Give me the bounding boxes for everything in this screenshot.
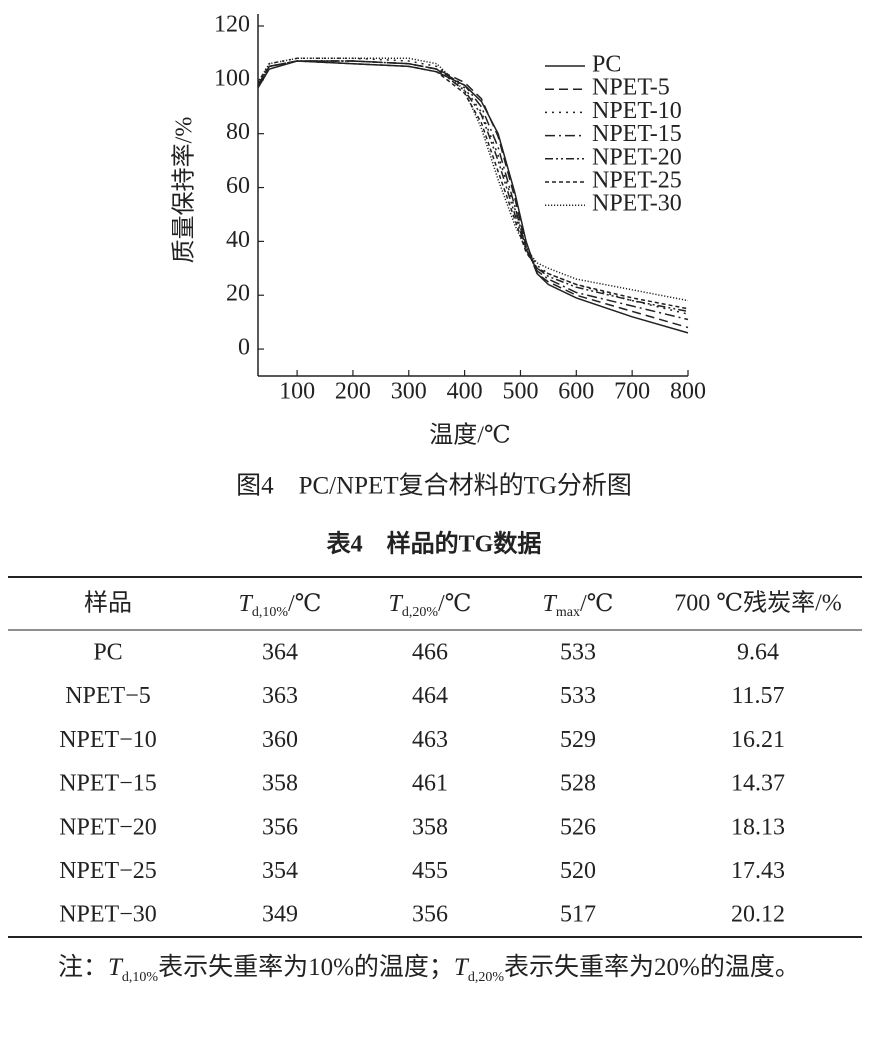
header-subscript: max — [556, 605, 580, 620]
x-tick-label: 500 — [502, 379, 538, 405]
x-tick-label: 100 — [279, 379, 315, 405]
table-cell: 9.64 — [737, 640, 779, 666]
data-line — [257, 60, 689, 313]
x-axis-label: 温度/℃ — [429, 422, 511, 449]
y-axis-label: 质量保持率/% — [171, 117, 198, 264]
header-unit: /℃ — [580, 591, 614, 617]
table-header: 700 ℃残炭率/% — [674, 590, 842, 617]
y-tick-label: 100 — [214, 65, 250, 91]
table-cell: 20.12 — [731, 902, 785, 928]
table-cell: 11.57 — [731, 683, 784, 709]
table-cell: NPET−5 — [65, 683, 151, 709]
table-cell: 466 — [412, 640, 448, 666]
table-cell: 461 — [412, 771, 448, 797]
note-symbol: T — [108, 954, 122, 981]
table-cell: NPET−10 — [59, 727, 157, 753]
document: 温度/℃ 质量保持率/% 图4 PC/NPET复合材料的TG分析图 表4 样品的… — [8, 12, 862, 938]
x-tick-label: 600 — [558, 379, 594, 405]
table-cell: 358 — [262, 771, 298, 797]
y-tick-label: 120 — [214, 12, 250, 38]
x-tick-label: 700 — [614, 379, 650, 405]
table-header: 样品 — [84, 590, 132, 617]
table-cell: 360 — [262, 727, 298, 753]
data-line — [257, 60, 689, 310]
note-text: 表示失重率为10%的温度； — [158, 954, 454, 981]
table-cell: 520 — [560, 858, 596, 884]
header-subscript: d,20% — [402, 605, 439, 620]
table-cell: 356 — [412, 902, 448, 928]
y-tick-label: 20 — [226, 281, 250, 307]
legend-label: NPET-20 — [592, 144, 682, 170]
note-subscript: d,10% — [121, 970, 159, 985]
x-tick-label: 800 — [670, 379, 706, 405]
table-cell: 528 — [560, 771, 596, 797]
x-tick-label: 200 — [335, 379, 371, 405]
table-cell: 17.43 — [731, 858, 785, 884]
table-header: Td,20%/℃ — [388, 591, 471, 621]
data-line — [257, 60, 689, 329]
legend-label: NPET-10 — [592, 98, 682, 124]
table-header: Td,10%/℃ — [238, 591, 321, 621]
data-line — [257, 57, 689, 302]
table-cell: 16.21 — [731, 727, 785, 753]
legend-label: NPET-30 — [592, 191, 682, 217]
table-cell: 533 — [560, 683, 596, 709]
table-note: 注：Td,10%表示失重率为10%的温度；Td,20%表示失重率为20%的温度。 — [8, 942, 863, 1004]
table-cell: 517 — [560, 902, 596, 928]
header-symbol: T — [388, 591, 403, 617]
table-cell: NPET−30 — [59, 902, 157, 928]
table-header: Tmax/℃ — [543, 591, 614, 621]
table-cell: 363 — [262, 683, 298, 709]
table-cell: PC — [93, 640, 122, 666]
y-tick-label: 0 — [238, 335, 250, 361]
table-cell: 364 — [262, 640, 298, 666]
table-cell: 529 — [560, 727, 596, 753]
note-text: 表示失重率为20%的温度。 — [504, 954, 800, 981]
header-unit: /℃ — [438, 591, 472, 617]
table-cell: NPET−20 — [59, 814, 157, 840]
legend-label: NPET-15 — [592, 121, 682, 147]
note-subscript: d,20% — [467, 970, 504, 985]
header-subscript: d,10% — [252, 605, 289, 620]
table-cell: NPET−15 — [59, 771, 157, 797]
table-cell: 455 — [412, 858, 448, 884]
table-cell: 18.13 — [731, 814, 785, 840]
y-tick-label: 60 — [226, 173, 250, 199]
table-cell: 533 — [560, 640, 596, 666]
table-cell: 358 — [412, 814, 448, 840]
header-symbol: T — [238, 591, 253, 617]
table-cell: 356 — [262, 814, 298, 840]
table-cell: 354 — [262, 858, 298, 884]
x-tick-label: 400 — [447, 379, 483, 405]
header-symbol: T — [543, 591, 558, 617]
note-symbol: T — [453, 954, 468, 981]
y-tick-label: 80 — [226, 119, 250, 145]
y-tick-label: 40 — [226, 227, 250, 253]
table-title: 表4 样品的TG数据 — [327, 530, 542, 558]
table-cell: 526 — [560, 814, 596, 840]
table-cell: 464 — [412, 683, 448, 709]
header-unit: /℃ — [288, 591, 322, 617]
x-tick-label: 300 — [391, 379, 427, 405]
legend-label: NPET-25 — [592, 168, 682, 194]
legend-label: NPET-5 — [592, 75, 670, 101]
note-label: 注： — [58, 954, 109, 981]
table-cell: 349 — [262, 902, 298, 928]
legend-label: PC — [592, 52, 621, 78]
figure-caption: 图4 PC/NPET复合材料的TG分析图 — [236, 472, 632, 500]
table-cell: NPET−25 — [59, 858, 157, 884]
table-cell: 463 — [412, 727, 448, 753]
table-cell: 14.37 — [731, 771, 785, 797]
